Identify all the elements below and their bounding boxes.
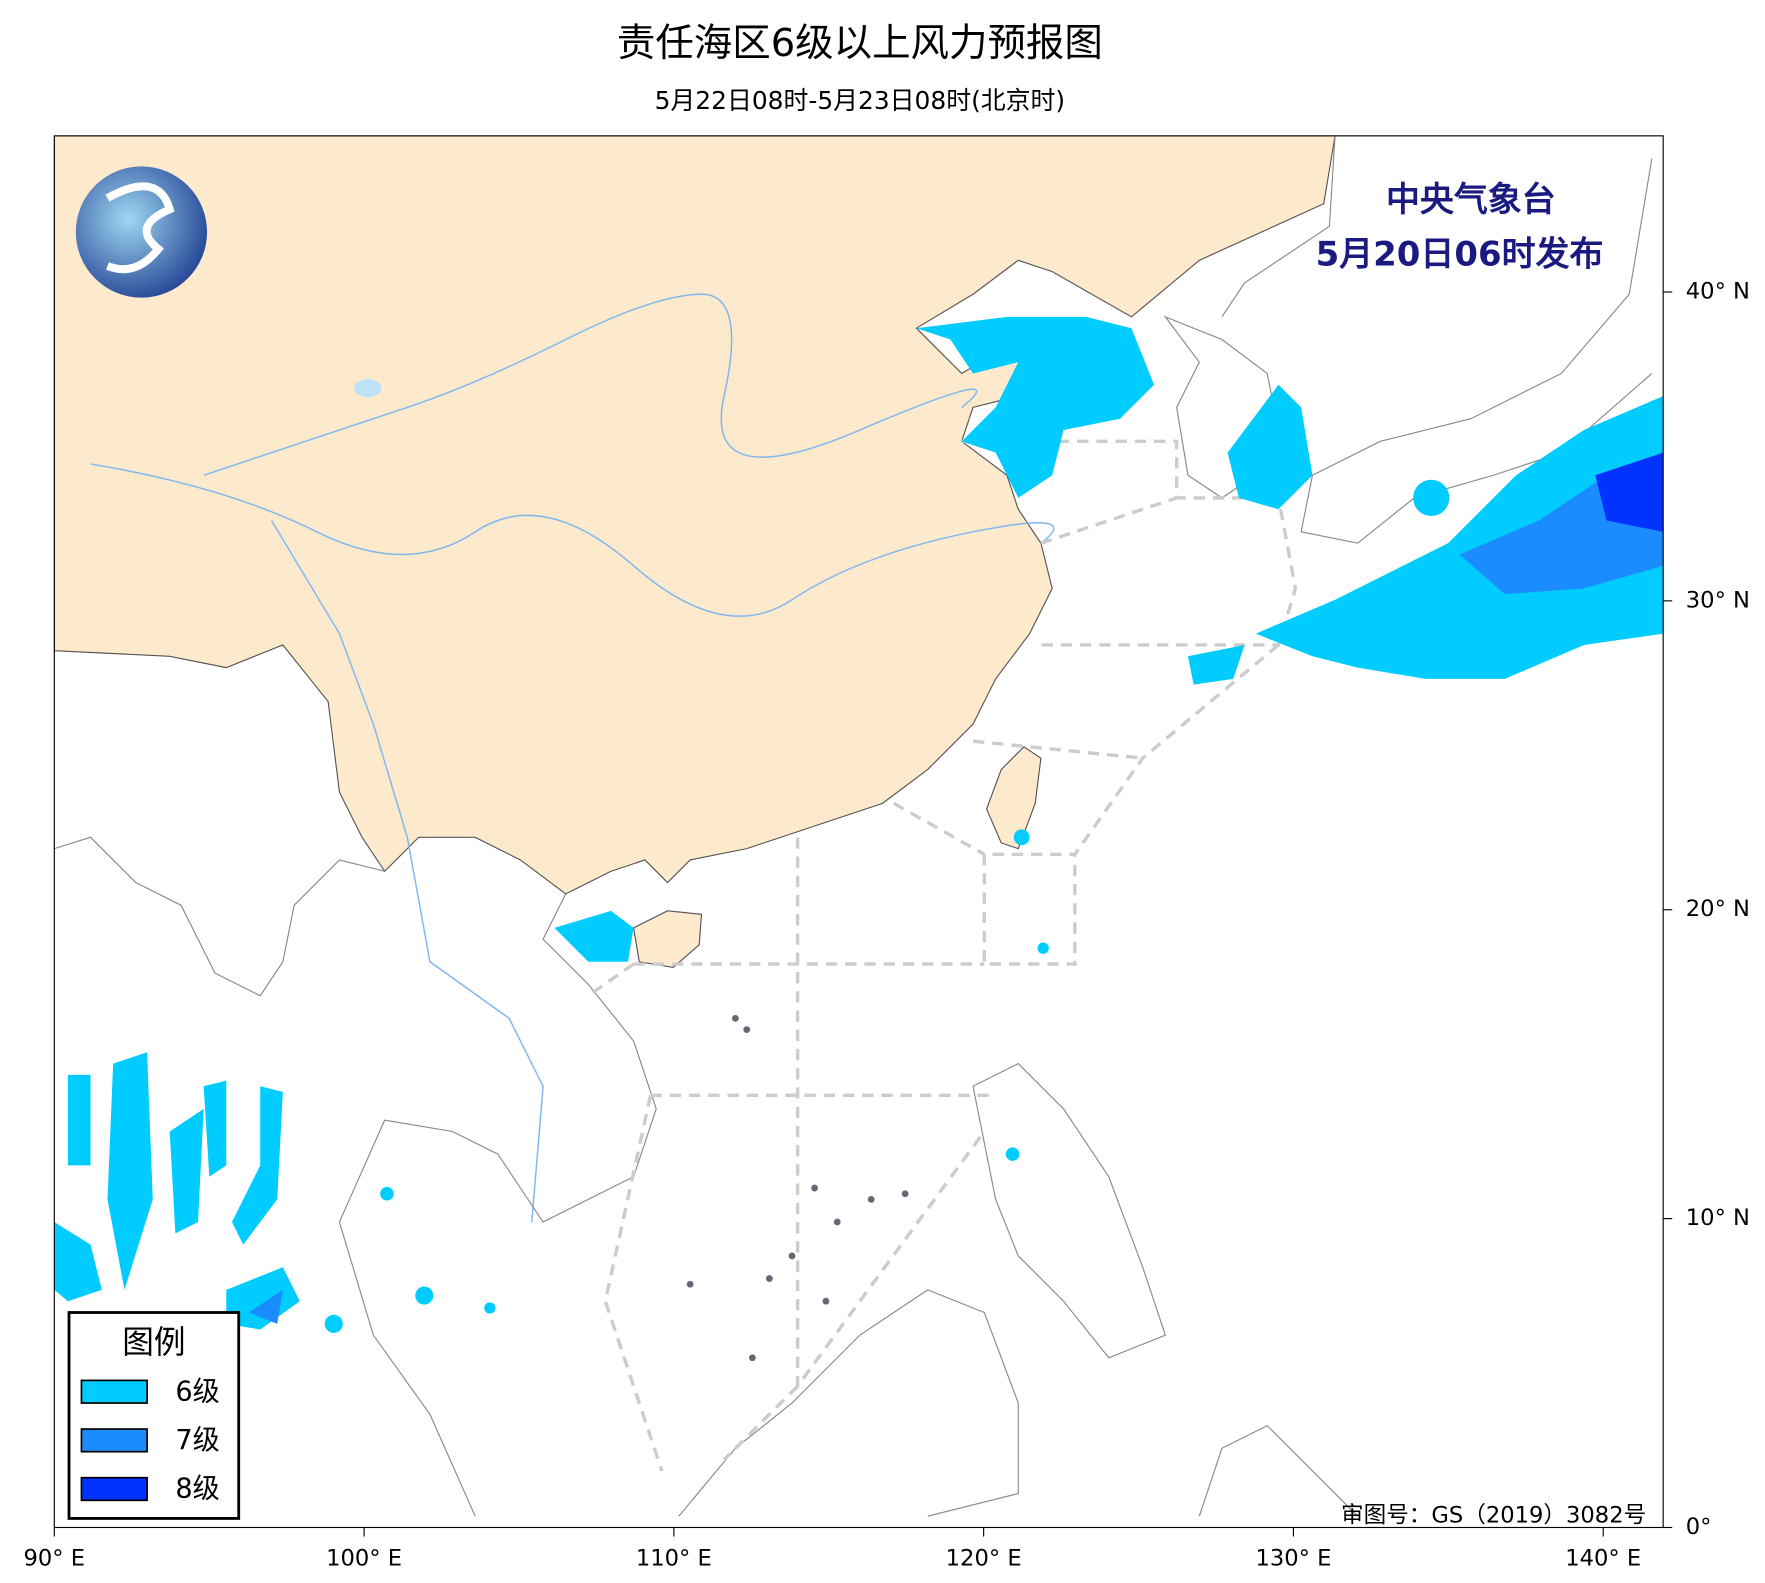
logo — [75, 166, 208, 298]
legend-swatch — [80, 1379, 148, 1404]
wind-6 — [54, 316, 1664, 1333]
wind-7 — [248, 452, 1664, 1324]
lat-label: 30° N — [1686, 587, 1750, 613]
subtitle: 5月22日08时-5月23日08时(北京时) — [655, 86, 1066, 115]
legend-label: 6级 — [175, 1376, 219, 1407]
lon-label: 110° E — [636, 1546, 712, 1572]
map-body — [54, 135, 1664, 1528]
lat-label: 20° N — [1686, 896, 1750, 922]
taiwan — [985, 746, 1042, 850]
legend-label: 7级 — [175, 1425, 219, 1456]
legend-swatch — [80, 1476, 148, 1502]
rivers — [90, 293, 1055, 1223]
approval-number: 审图号：GS（2019）3082号 — [1341, 1503, 1646, 1529]
issue-time: 5月20日06时发布 — [1316, 234, 1604, 274]
lat-label: 40° N — [1686, 278, 1750, 304]
map-frame — [53, 135, 1664, 1529]
axes: 90° E 100° E 110° E 120° E 130° E 140° E 40° N… — [24, 278, 1750, 1571]
lon-label: 120° E — [946, 1546, 1022, 1572]
wind-8 — [1595, 452, 1664, 532]
legend-swatch — [80, 1428, 148, 1453]
title: 责任海区6级以上风力预报图 — [617, 21, 1103, 66]
legend-label: 8级 — [175, 1474, 219, 1505]
hainan — [632, 910, 703, 969]
legend: 图例 6级 7级 8级 — [67, 1311, 241, 1520]
publisher: 中央气象台 — [1386, 180, 1556, 220]
lon-label: 140° E — [1565, 1546, 1641, 1572]
lon-label: 130° E — [1255, 1546, 1331, 1572]
lon-label: 90° E — [24, 1546, 86, 1572]
lon-label: 100° E — [326, 1546, 402, 1572]
lake — [354, 379, 382, 398]
china-land — [54, 135, 1336, 895]
lat-label: 0° — [1686, 1514, 1712, 1540]
islands — [686, 1014, 909, 1362]
lat-label: 10° N — [1686, 1205, 1750, 1231]
legend-title: 图例 — [122, 1325, 185, 1361]
